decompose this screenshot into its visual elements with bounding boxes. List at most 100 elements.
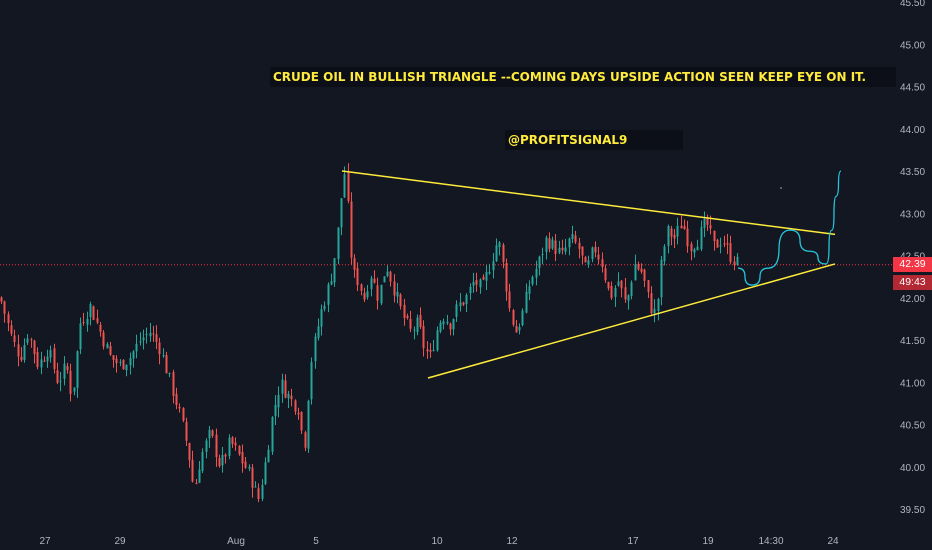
- candle-body: [300, 412, 303, 431]
- candle-body: [135, 343, 138, 352]
- candle-body: [399, 294, 402, 307]
- candle-body: [102, 332, 105, 347]
- price-tick-label: 40.00: [900, 463, 925, 474]
- candle-body: [643, 269, 646, 281]
- candle-body: [241, 452, 244, 464]
- candle-body: [696, 246, 699, 251]
- price-tick-label: 41.50: [900, 336, 925, 347]
- time-tick-label: 10: [431, 536, 443, 547]
- candle-body: [248, 466, 251, 469]
- handle-annotation[interactable]: @PROFITSIGNAL9: [505, 130, 683, 150]
- candle-body: [43, 360, 46, 362]
- candle-body: [597, 254, 600, 260]
- candle-body: [323, 305, 326, 310]
- candle-body: [290, 395, 293, 400]
- candle-body: [465, 295, 468, 304]
- candle-body: [568, 238, 571, 248]
- candle-body: [373, 278, 376, 283]
- time-tick-label: Aug: [227, 536, 245, 547]
- candle-body: [703, 218, 706, 228]
- price-tick-label: 41.00: [900, 378, 925, 389]
- candle-body: [82, 321, 85, 323]
- candle-body: [512, 310, 515, 325]
- candle-body: [535, 268, 538, 278]
- candle-body: [680, 225, 683, 229]
- candle-body: [482, 276, 485, 280]
- candle-body: [403, 304, 406, 318]
- candle-body: [277, 394, 280, 408]
- candle-body: [218, 457, 221, 467]
- triangle-upper-line: [341, 170, 836, 236]
- candle-body: [304, 432, 307, 448]
- candle-body: [257, 488, 260, 500]
- candle-body: [162, 355, 165, 357]
- time-tick-label: 27: [39, 536, 51, 547]
- candle-body: [647, 280, 650, 292]
- candle-body: [581, 246, 584, 256]
- candle-body: [558, 247, 561, 253]
- candle-body: [149, 332, 152, 337]
- candle-body: [53, 348, 56, 369]
- headline-annotation[interactable]: CRUDE OIL IN BULLISH TRIANGLE --COMING D…: [270, 67, 896, 87]
- candle-body: [472, 282, 475, 286]
- candle-body: [634, 264, 637, 281]
- candle-body: [413, 329, 416, 331]
- candle-body: [356, 268, 359, 286]
- candle-body: [719, 245, 722, 247]
- candle-body: [188, 443, 191, 461]
- candle-body: [287, 393, 290, 399]
- candle-body: [281, 379, 284, 394]
- candle-body: [92, 306, 95, 320]
- candle-body: [168, 372, 171, 374]
- candle-body: [376, 285, 379, 301]
- candle-body: [208, 429, 211, 439]
- candle-body: [637, 264, 640, 270]
- candle-body: [538, 256, 541, 268]
- candle-body: [380, 284, 383, 304]
- candle-body: [115, 358, 118, 364]
- candle-body: [693, 249, 696, 253]
- candle-body: [630, 282, 633, 297]
- candle-body: [475, 280, 478, 285]
- candle-body: [158, 342, 161, 355]
- candle-body: [653, 308, 656, 314]
- candle-body: [601, 259, 604, 268]
- price-axis[interactable]: 39.5040.0040.5041.0041.5042.0042.5043.00…: [900, 0, 925, 516]
- candle-body: [723, 243, 726, 245]
- candle-body: [234, 442, 237, 446]
- candle-body: [59, 380, 62, 382]
- time-axis[interactable]: 27 29 Aug 5 10 12 17 19 14:30 24: [39, 536, 839, 547]
- candle-body: [488, 271, 491, 274]
- candle-body: [317, 326, 320, 338]
- candle-body: [650, 293, 653, 314]
- candle-body: [515, 326, 518, 333]
- candle-body: [201, 451, 204, 471]
- price-tick-label: 39.50: [900, 505, 925, 516]
- candle-body: [442, 321, 445, 325]
- candle-body: [429, 350, 432, 352]
- time-tick-label: 29: [114, 536, 126, 547]
- candle-body: [436, 330, 439, 351]
- candle-body: [185, 421, 188, 441]
- candle-body: [594, 246, 597, 253]
- candle-body: [419, 315, 422, 327]
- candle-body: [198, 469, 201, 483]
- candle-body: [426, 349, 429, 352]
- candle-body: [706, 217, 709, 225]
- candle-body: [502, 244, 505, 262]
- candle-body: [254, 486, 257, 488]
- candle-body: [122, 359, 125, 370]
- candle-body: [96, 318, 99, 323]
- candle-body: [561, 247, 564, 251]
- candle-body: [531, 277, 534, 285]
- candle-body: [617, 281, 620, 286]
- candle-body: [548, 238, 551, 249]
- candle-body: [620, 280, 623, 289]
- time-tick-label: 24: [827, 536, 839, 547]
- candle-body: [294, 400, 297, 412]
- candle-body: [545, 237, 548, 252]
- candle-body: [584, 257, 587, 263]
- candle-body: [554, 240, 557, 255]
